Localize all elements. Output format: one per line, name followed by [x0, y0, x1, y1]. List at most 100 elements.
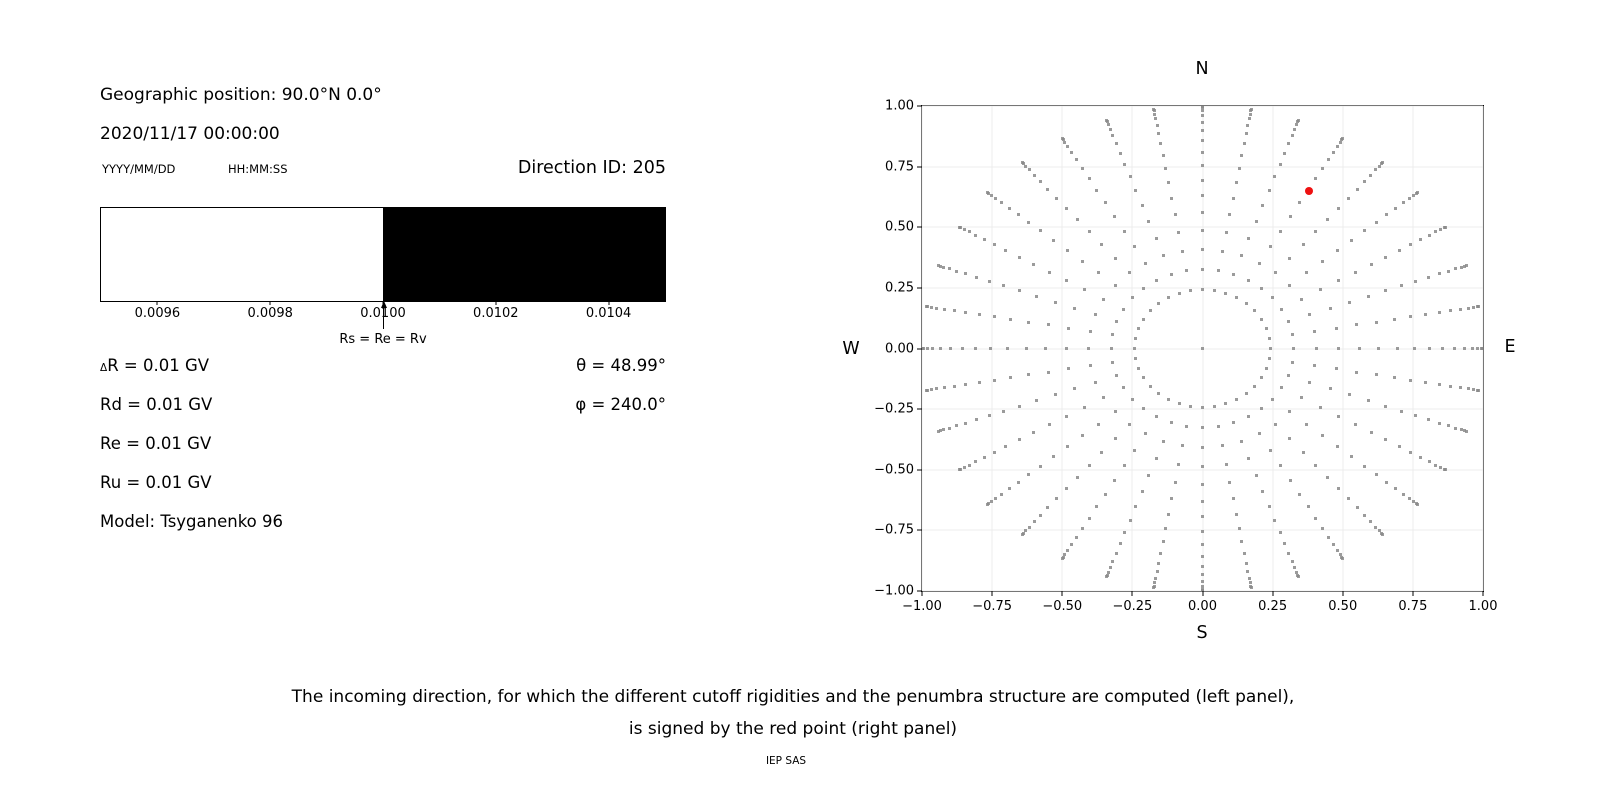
direction-dot — [1109, 347, 1113, 350]
direction-dot — [1173, 480, 1177, 484]
direction-dot — [1224, 402, 1228, 406]
direction-dot — [1454, 267, 1458, 271]
direction-dot — [958, 225, 962, 229]
direction-dot — [1075, 476, 1079, 480]
y-tick — [917, 590, 922, 592]
direction-dot — [1464, 429, 1468, 433]
direction-dot — [1232, 421, 1236, 425]
direction-dot — [1247, 457, 1251, 461]
compass-label-s: S — [1196, 623, 1208, 643]
direction-dot — [974, 347, 978, 350]
direction-id-label: Direction ID: 205 — [517, 158, 666, 178]
direction-dot — [1004, 248, 1008, 252]
direction-dot — [1414, 414, 1418, 418]
direction-dot — [1137, 326, 1141, 330]
direction-dot — [1123, 531, 1127, 535]
direction-dot — [1017, 255, 1021, 259]
direction-dot — [1299, 297, 1303, 301]
direction-dot — [1142, 407, 1146, 411]
direction-dot — [1181, 444, 1185, 448]
direction-dot — [1032, 520, 1036, 524]
direction-dot — [1254, 474, 1258, 478]
direction-dot — [1153, 581, 1157, 585]
y-tick-label: 0.50 — [885, 219, 914, 235]
direction-dot — [1046, 187, 1050, 191]
boundary-arrow-label: Rs = Re = Rv — [339, 332, 427, 347]
direction-dot — [982, 238, 986, 242]
direction-dot — [1118, 542, 1122, 546]
direction-dot — [1274, 271, 1278, 275]
gridline-horizontal — [922, 408, 1483, 410]
direction-dot — [1002, 284, 1006, 288]
direction-dot — [1240, 153, 1244, 157]
direction-dot — [952, 384, 956, 388]
direction-dot — [1086, 347, 1090, 350]
direction-dot — [1201, 288, 1204, 292]
direction-dot — [1472, 305, 1476, 309]
direction-dot — [1093, 313, 1097, 317]
direction-dot — [1177, 291, 1181, 295]
direction-dot — [1437, 421, 1441, 425]
direction-dot — [1024, 347, 1028, 350]
direction-dot — [1201, 482, 1204, 486]
direction-dot — [1201, 499, 1204, 503]
direction-dot — [1246, 569, 1250, 573]
direction-dot — [1427, 460, 1431, 464]
direction-dot — [1154, 117, 1158, 121]
direction-dot — [1381, 161, 1385, 165]
direction-dot — [1228, 480, 1232, 484]
param-ru: Ru = 0.01 GV — [100, 473, 212, 492]
direction-dot — [1283, 151, 1287, 155]
direction-dot — [1424, 381, 1428, 385]
x-tick — [1131, 591, 1133, 596]
direction-dot — [1189, 404, 1193, 408]
direction-dot — [1127, 422, 1131, 426]
x-tick — [1412, 591, 1414, 596]
direction-dot — [1341, 137, 1345, 141]
direction-dot — [922, 347, 926, 350]
direction-dot — [1314, 516, 1318, 520]
direction-dot — [1046, 506, 1050, 510]
direction-dot — [1048, 270, 1052, 274]
direction-dot — [1384, 438, 1388, 442]
direction-dot — [1128, 175, 1132, 179]
direction-dot — [1111, 559, 1115, 563]
direction-dot — [1298, 492, 1302, 496]
direction-dot — [1244, 302, 1248, 306]
y-tick — [917, 408, 922, 410]
direction-dot — [1167, 512, 1171, 516]
direction-dot — [986, 502, 990, 506]
direction-dot — [1133, 245, 1137, 249]
direction-dot — [942, 265, 946, 269]
direction-dot — [1000, 492, 1004, 496]
direction-dot — [1027, 220, 1031, 224]
direction-dot — [1394, 487, 1398, 491]
model-label: Model: Tsyganenko 96 — [100, 512, 284, 531]
direction-dot — [1185, 424, 1189, 428]
direction-dot — [1439, 227, 1443, 231]
direction-dot — [1201, 589, 1204, 591]
bar-x-tick — [608, 301, 610, 305]
direction-dot — [1481, 347, 1483, 350]
direction-dot — [1385, 213, 1389, 217]
direction-dot — [1426, 418, 1430, 422]
direction-dot — [1363, 180, 1367, 184]
direction-dot — [1296, 119, 1300, 123]
direction-dot — [1112, 214, 1116, 218]
direction-dot — [1080, 434, 1084, 438]
direction-dot — [1363, 513, 1367, 517]
direction-dot — [962, 227, 966, 231]
direction-dot — [1131, 296, 1135, 300]
direction-dot — [1035, 399, 1039, 403]
direction-dot — [1395, 347, 1399, 350]
direction-dot — [1476, 347, 1480, 350]
direction-dot — [1004, 445, 1008, 449]
direction-dot — [1274, 422, 1278, 426]
direction-dot — [1336, 347, 1340, 350]
direction-dot — [1293, 127, 1297, 131]
direction-dot — [1242, 142, 1246, 146]
direction-dot — [1341, 556, 1345, 560]
direction-dot — [942, 428, 946, 432]
y-tick — [917, 105, 922, 107]
direction-dot — [1394, 206, 1398, 210]
